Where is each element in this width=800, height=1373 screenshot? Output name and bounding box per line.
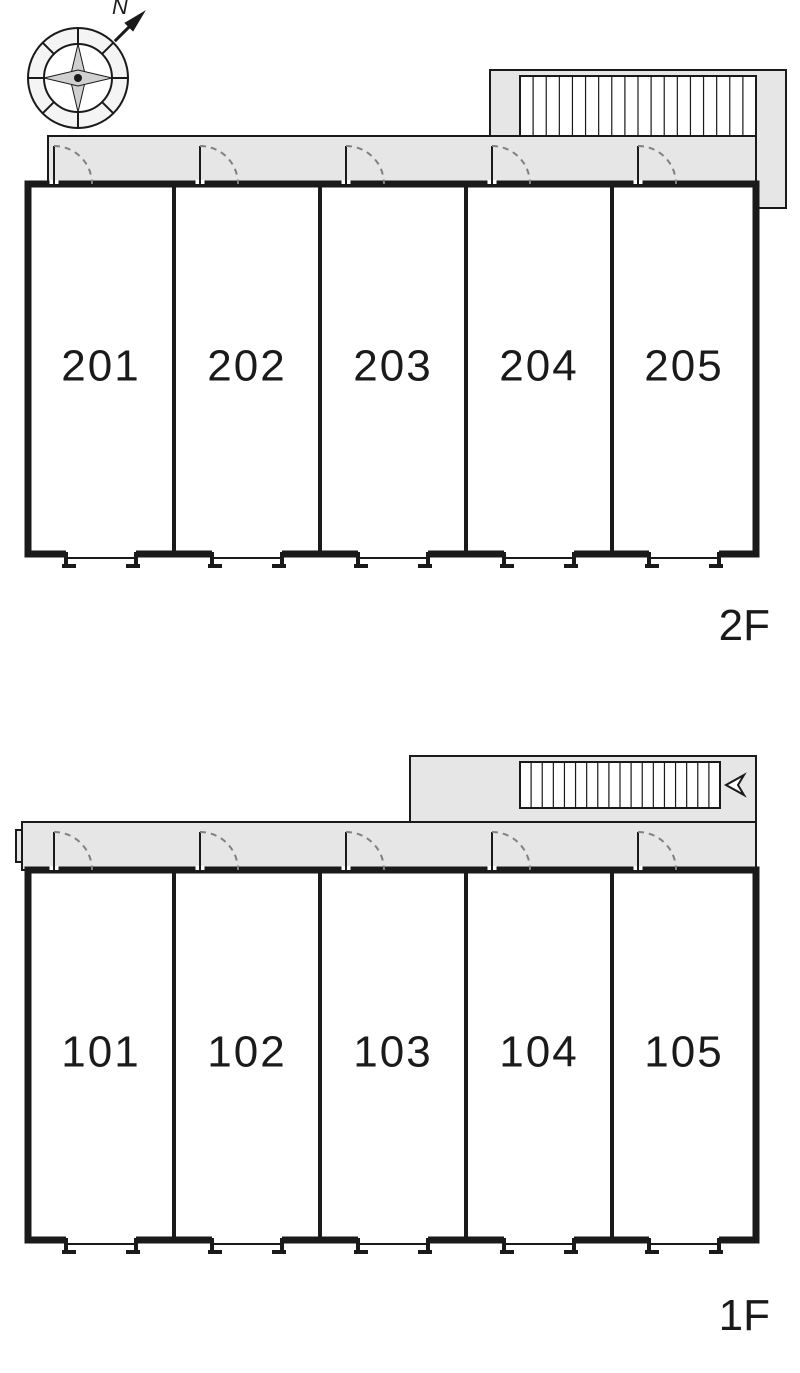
room-number: 104: [499, 1028, 578, 1077]
compass-icon: N: [28, 0, 146, 128]
room-number: 102: [207, 1028, 286, 1077]
room-number: 103: [353, 1028, 432, 1077]
room-number: 201: [61, 342, 140, 391]
floor-label: 1F: [719, 1291, 770, 1340]
floor-1F: 101 102 103 104 105 1F: [16, 756, 770, 1340]
corridor: [48, 136, 756, 184]
room-number: 205: [644, 342, 723, 391]
floor-2F: 201 202 203 204 205 2F: [28, 70, 786, 650]
room-number: 202: [207, 342, 286, 391]
stairs-icon: [520, 762, 744, 808]
floor-plan-diagram: N 201 202 203 204 205 2F 101 102 103 104 105 1F: [0, 0, 800, 1373]
stairs-icon: [520, 76, 756, 136]
room-number: 105: [644, 1028, 723, 1077]
room-number: 101: [61, 1028, 140, 1077]
room-number: 204: [499, 342, 578, 391]
corridor: [22, 822, 756, 870]
floor-label: 2F: [719, 601, 770, 650]
compass-north-label: N: [112, 0, 128, 19]
room-number: 203: [353, 342, 432, 391]
